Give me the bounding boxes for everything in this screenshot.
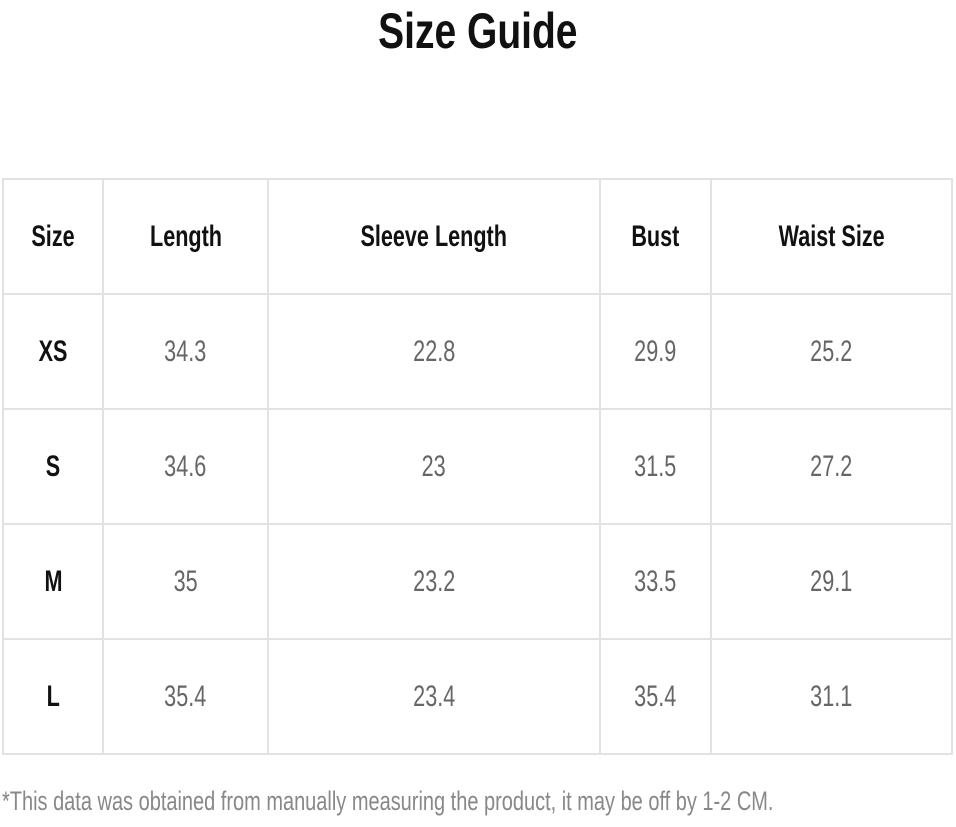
cell-text: 29.1 — [810, 564, 853, 598]
cell-text: 31.1 — [810, 679, 853, 713]
cell-text: S — [45, 449, 61, 483]
value-cell: 25.2 — [709, 293, 954, 410]
value-cell: 23 — [266, 408, 601, 525]
cell-text: 33.5 — [634, 564, 677, 598]
value-cell: 29.1 — [709, 523, 954, 640]
value-cell: 31.5 — [598, 408, 712, 525]
column-header: Sleeve Length — [266, 178, 601, 295]
value-cell: 29.9 — [598, 293, 712, 410]
footnote: *This data was obtained from manually me… — [2, 786, 774, 816]
value-cell: 35 — [102, 523, 269, 640]
value-cell: 34.3 — [102, 293, 269, 410]
value-cell: 33.5 — [598, 523, 712, 640]
column-header: Waist Size — [709, 178, 954, 295]
table-row: S 34.6 23 31.5 27.2 — [1, 408, 954, 525]
value-cell: 35.4 — [598, 638, 712, 755]
page-title: Size Guide — [0, 2, 956, 60]
value-cell: 31.1 — [709, 638, 954, 755]
column-header-label: Size — [31, 219, 75, 253]
cell-text: 34.6 — [164, 449, 207, 483]
size-table: Size Length Sleeve Length Bust Waist Size XS 3… — [1, 178, 954, 755]
value-cell: 27.2 — [709, 408, 954, 525]
table-row: XS 34.3 22.8 29.9 25.2 — [1, 293, 954, 410]
column-header-label: Bust — [631, 219, 680, 253]
size-cell: S — [1, 408, 105, 525]
column-header: Size — [1, 178, 105, 295]
value-cell: 23.4 — [266, 638, 601, 755]
cell-text: 23.4 — [412, 679, 455, 713]
table-row: M 35 23.2 33.5 29.1 — [1, 523, 954, 640]
column-header: Length — [102, 178, 269, 295]
cell-text: L — [46, 679, 60, 713]
size-cell: M — [1, 523, 105, 640]
cell-text: M — [44, 564, 63, 598]
column-header-label: Length — [149, 219, 222, 253]
cell-text: 34.3 — [164, 334, 207, 368]
header-row: Size Length Sleeve Length Bust Waist Size — [1, 178, 954, 295]
cell-text: 31.5 — [634, 449, 677, 483]
cell-text: 35 — [173, 564, 198, 598]
title-text: Size Guide — [378, 3, 578, 59]
size-cell: XS — [1, 293, 105, 410]
cell-text: 22.8 — [412, 334, 455, 368]
value-cell: 34.6 — [102, 408, 269, 525]
value-cell: 23.2 — [266, 523, 601, 640]
column-header-label: Waist Size — [778, 219, 885, 253]
column-header: Bust — [598, 178, 712, 295]
cell-text: 27.2 — [810, 449, 853, 483]
cell-text: XS — [38, 334, 68, 368]
table-row: L 35.4 23.4 35.4 31.1 — [1, 638, 954, 755]
value-cell: 22.8 — [266, 293, 601, 410]
cell-text: 25.2 — [810, 334, 853, 368]
cell-text: 29.9 — [634, 334, 677, 368]
column-header-label: Sleeve Length — [360, 219, 508, 253]
cell-text: 35.4 — [164, 679, 207, 713]
cell-text: 23 — [421, 449, 446, 483]
cell-text: 23.2 — [412, 564, 455, 598]
cell-text: 35.4 — [634, 679, 677, 713]
value-cell: 35.4 — [102, 638, 269, 755]
size-cell: L — [1, 638, 105, 755]
